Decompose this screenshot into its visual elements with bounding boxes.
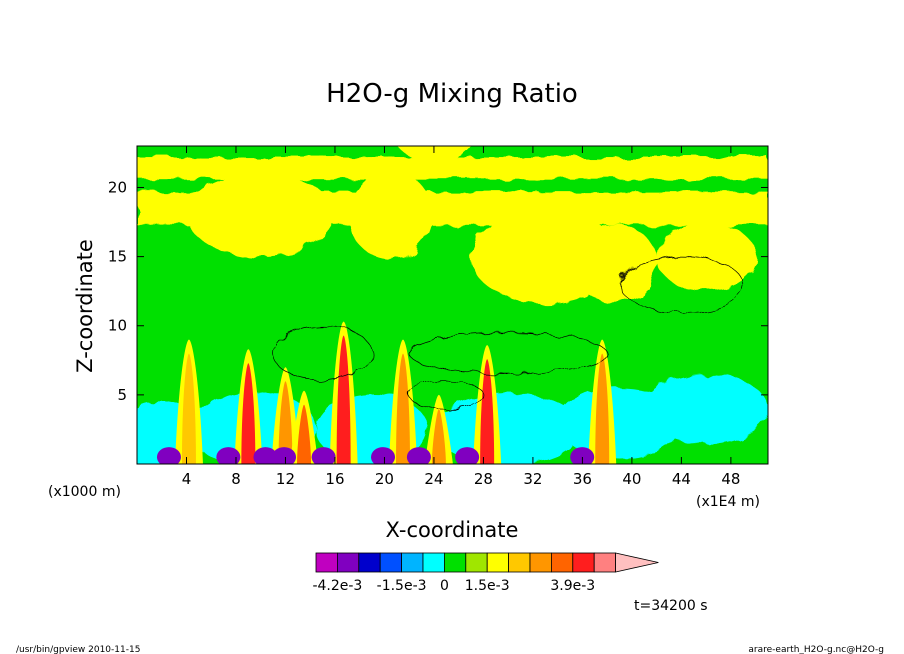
time-label: t=34200 s	[634, 598, 708, 614]
colorbar-swatch	[401, 552, 424, 573]
colorbar-swatch	[593, 552, 617, 573]
chart-title: H2O-g Mixing Ratio	[326, 79, 578, 109]
colorbar-swatch	[358, 552, 381, 573]
colorbar-swatch	[508, 552, 531, 573]
plot-frame	[136, 145, 769, 465]
plume-core	[278, 381, 293, 464]
x-tick-label: 44	[672, 470, 691, 488]
contour-lines	[272, 256, 744, 410]
plume-core	[181, 353, 196, 464]
dry-pocket	[406, 447, 431, 464]
plume-core	[480, 359, 495, 464]
plume-core	[336, 335, 351, 464]
plume-core	[595, 353, 610, 464]
plume-core	[241, 363, 256, 464]
x-axis-label: X-coordinate	[386, 518, 519, 542]
y-axis-label: Z-coordinate	[73, 239, 97, 373]
dry-pocket	[216, 447, 241, 464]
dry-pocket	[272, 447, 297, 464]
contour-band	[137, 157, 768, 180]
colorbar-swatch	[336, 552, 360, 573]
dry-pocket	[570, 447, 595, 464]
x-tick-label: 8	[231, 470, 241, 488]
dry-pocket	[311, 447, 336, 464]
footer-right: arare-earth_H2O-g.nc@H2O-g	[748, 645, 884, 654]
contour-region	[644, 374, 768, 444]
x-tick-label: 28	[474, 470, 493, 488]
y-tick-label: 15	[108, 248, 127, 266]
x-tick-label: 16	[325, 470, 344, 488]
x-axis: 4 8 12 16 20 24 28 32 36 40 44 48	[182, 146, 740, 488]
contour-line	[408, 380, 484, 410]
colorbar-label: -4.2e-3	[312, 578, 362, 594]
colorbar-label: 1.5e-3	[465, 578, 510, 594]
colorbar-swatch	[529, 552, 552, 573]
colorbar-label: 3.9e-3	[550, 578, 595, 594]
colorbar-swatch	[443, 552, 467, 573]
contour-line	[619, 256, 744, 313]
x-tick-label: 36	[573, 470, 592, 488]
contour-field	[137, 146, 768, 464]
colorbar: -4.2e-3 -1.5e-3 0 1.5e-3 3.9e-3	[312, 552, 659, 594]
x-tick-label: 40	[622, 470, 641, 488]
x-tick-label: 4	[182, 470, 192, 488]
dry-pocket	[455, 447, 480, 464]
x-tick-label: 24	[424, 470, 443, 488]
contour-region	[571, 224, 658, 303]
colorbar-label: -1.5e-3	[377, 578, 427, 594]
dry-pocket	[253, 447, 278, 464]
x-axis-unit-right: (x1E4 m)	[696, 494, 760, 510]
colorbar-swatch	[572, 552, 595, 573]
dry-pocket	[156, 447, 181, 464]
plot-area	[137, 146, 768, 464]
contour-region	[397, 146, 471, 163]
y-tick-label: 20	[108, 178, 127, 196]
plume-core	[396, 353, 411, 464]
footer-left: /usr/bin/gpview 2010-11-15	[16, 645, 140, 654]
x-axis-unit-left: (x1000 m)	[48, 484, 121, 500]
colorbar-swatch	[615, 552, 659, 573]
contour-line	[408, 332, 608, 375]
colorbar-swatch	[315, 552, 338, 573]
contour-line	[272, 325, 373, 382]
colorbar-swatch	[422, 552, 445, 573]
contour-region	[348, 170, 433, 260]
contour-region	[433, 393, 583, 464]
plume-core	[297, 404, 312, 464]
y-axis: 5 10 15 20	[108, 178, 768, 404]
colorbar-swatch	[465, 552, 488, 573]
plume-core	[431, 408, 446, 464]
colorbar-swatch	[551, 552, 574, 573]
x-tick-label: 12	[276, 470, 295, 488]
colorbar-label: 0	[440, 578, 449, 594]
x-tick-label: 20	[375, 470, 394, 488]
y-tick-label: 10	[108, 317, 127, 335]
colorbar-swatch	[486, 552, 510, 573]
colorbar-swatch	[379, 552, 403, 573]
contour-region	[186, 173, 335, 257]
dry-pocket	[371, 447, 396, 464]
contour-region	[656, 222, 756, 292]
x-tick-label: 48	[721, 470, 740, 488]
y-tick-label: 5	[117, 386, 127, 404]
x-tick-label: 32	[523, 470, 542, 488]
